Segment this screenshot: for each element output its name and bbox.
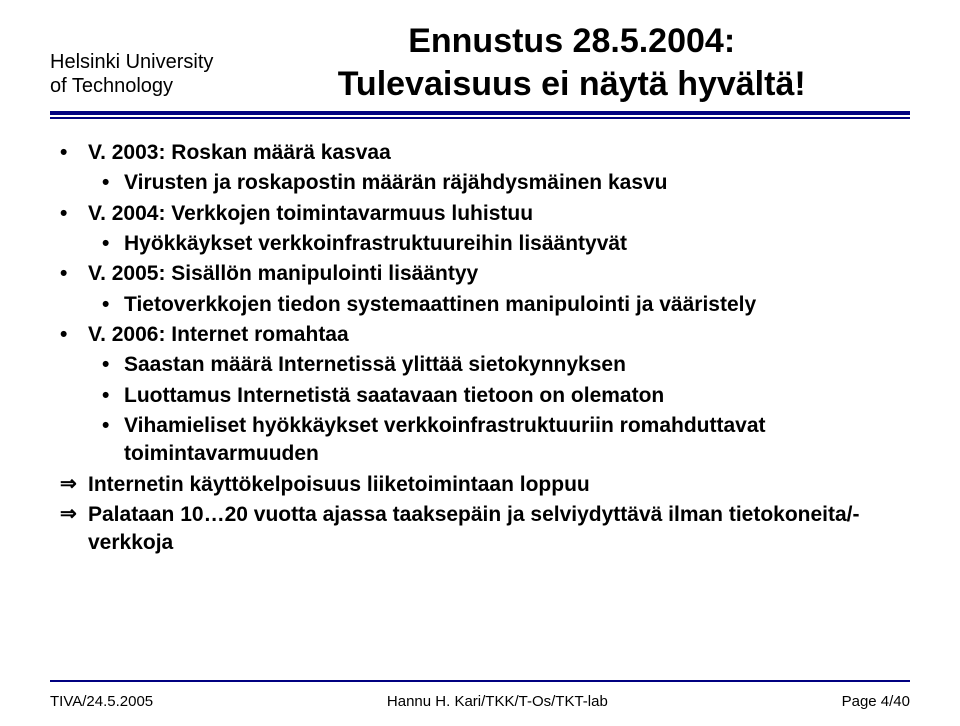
bullet-l1: • V. 2003: Roskan määrä kasvaa bbox=[60, 139, 910, 167]
bullet-dot-icon: • bbox=[60, 260, 88, 288]
bullet-arrow: ⇒ Palataan 10…20 vuotta ajassa taaksepäi… bbox=[60, 501, 910, 558]
bullet-l1: • V. 2005: Sisällön manipulointi lisäänt… bbox=[60, 260, 910, 288]
bullet-l2: • Luottamus Internetistä saatavaan tieto… bbox=[60, 382, 910, 410]
slide-content: • V. 2003: Roskan määrä kasvaa • Viruste… bbox=[50, 139, 910, 558]
org-line1: Helsinki University bbox=[50, 50, 213, 74]
header-double-rule bbox=[50, 111, 910, 119]
org-line2: of Technology bbox=[50, 74, 213, 98]
bullet-text: V. 2004: Verkkojen toimintavarmuus luhis… bbox=[88, 200, 533, 228]
bullet-l2: • Saastan määrä Internetissä ylittää sie… bbox=[60, 351, 910, 379]
bullet-dot-icon: • bbox=[102, 291, 124, 319]
footer-center: Hannu H. Kari/TKK/T-Os/TKT-lab bbox=[387, 693, 608, 710]
title-line1: Ennustus 28.5.2004: bbox=[233, 20, 910, 63]
bullet-l2: • Vihamieliset hyökkäykset verkkoinfrast… bbox=[60, 412, 910, 469]
bullet-dot-icon: • bbox=[60, 321, 88, 349]
bullet-text: Vihamieliset hyökkäykset verkkoinfrastru… bbox=[124, 412, 910, 469]
bullet-dot-icon: • bbox=[102, 169, 124, 197]
bullet-text: Saastan määrä Internetissä ylittää sieto… bbox=[124, 351, 626, 379]
bullet-text: Luottamus Internetistä saatavaan tietoon… bbox=[124, 382, 664, 410]
bullet-dot-icon: • bbox=[102, 230, 124, 258]
bullet-l2: • Virusten ja roskapostin määrän räjähdy… bbox=[60, 169, 910, 197]
bullet-dot-icon: • bbox=[60, 200, 88, 228]
slide-title: Ennustus 28.5.2004: Tulevaisuus ei näytä… bbox=[213, 20, 910, 105]
bullet-text: V. 2003: Roskan määrä kasvaa bbox=[88, 139, 391, 167]
footer-right: Page 4/40 bbox=[842, 693, 910, 710]
arrow-icon: ⇒ bbox=[60, 501, 88, 558]
bullet-l2: • Hyökkäykset verkkoinfrastruktuureihin … bbox=[60, 230, 910, 258]
footer-rule bbox=[50, 680, 910, 682]
bullet-text: Palataan 10…20 vuotta ajassa taaksepäin … bbox=[88, 501, 910, 558]
footer-left: TIVA/24.5.2005 bbox=[50, 693, 153, 710]
slide: Helsinki University of Technology Ennust… bbox=[0, 0, 960, 726]
bullet-dot-icon: • bbox=[102, 351, 124, 379]
bullet-l1: • V. 2004: Verkkojen toimintavarmuus luh… bbox=[60, 200, 910, 228]
bullet-dot-icon: • bbox=[102, 382, 124, 410]
bullet-text: Hyökkäykset verkkoinfrastruktuureihin li… bbox=[124, 230, 627, 258]
bullet-text: Tietoverkkojen tiedon systemaattinen man… bbox=[124, 291, 756, 319]
bullet-arrow: ⇒ Internetin käyttökelpoisuus liiketoimi… bbox=[60, 471, 910, 499]
arrow-icon: ⇒ bbox=[60, 471, 88, 499]
bullet-l2: • Tietoverkkojen tiedon systemaattinen m… bbox=[60, 291, 910, 319]
header-row: Helsinki University of Technology Ennust… bbox=[50, 20, 910, 105]
bullet-text: Virusten ja roskapostin määrän räjähdysm… bbox=[124, 169, 668, 197]
title-line2: Tulevaisuus ei näytä hyvältä! bbox=[233, 63, 910, 106]
bullet-dot-icon: • bbox=[60, 139, 88, 167]
org-name: Helsinki University of Technology bbox=[50, 20, 213, 98]
bullet-text: Internetin käyttökelpoisuus liiketoimint… bbox=[88, 471, 590, 499]
bullet-dot-icon: • bbox=[102, 412, 124, 469]
footer: TIVA/24.5.2005 Hannu H. Kari/TKK/T-Os/TK… bbox=[50, 693, 910, 710]
bullet-text: V. 2006: Internet romahtaa bbox=[88, 321, 349, 349]
bullet-text: V. 2005: Sisällön manipulointi lisääntyy bbox=[88, 260, 478, 288]
bullet-l1: • V. 2006: Internet romahtaa bbox=[60, 321, 910, 349]
